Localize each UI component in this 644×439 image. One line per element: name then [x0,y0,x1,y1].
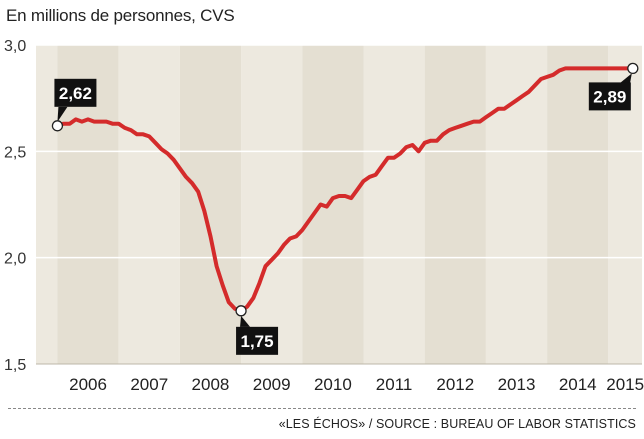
x-tick-label: 2007 [130,375,168,394]
data-point-marker [627,62,639,75]
source-note: «LES ÉCHOS» / SOURCE : BUREAU OF LABOR S… [278,417,636,431]
year-band [36,45,58,364]
year-band [241,45,303,364]
x-tick-label: 2012 [436,375,474,394]
x-tick-label: 2011 [376,375,413,394]
series-layer [55,66,635,313]
data-point-marker [51,120,64,132]
year-band [302,45,364,364]
callout-box [236,326,279,355]
year-band [179,45,242,364]
y-tick-label: 1,5 [4,357,26,374]
data-label: 2,89 [593,87,626,106]
x-tick-label: 2015 [606,375,644,394]
data-label: 2,62 [59,84,92,103]
callout-box [588,82,631,111]
x-tick-label: 2009 [253,375,291,394]
callout-pointer [57,106,68,122]
line-chart: 1,5 2,0 2,5 3,0 2006 2007 2008 2009 2010 2011 201… [4,38,644,394]
y-tick-label: 3,0 [4,38,26,55]
y-tick-label: 2,0 [4,251,26,268]
value-callouts: 2,62 1,75 2,89 [51,62,639,355]
x-tick-label: 2008 [192,375,230,394]
callout-pointer [240,315,251,327]
footer-divider [8,408,636,409]
x-tick-label: 2013 [498,375,536,394]
data-point-marker [235,305,247,317]
callout-box [54,78,97,107]
year-bands [36,45,642,364]
year-band [118,45,180,364]
year-band [485,45,548,364]
series-line [55,66,635,313]
y-axis-ticks: 1,5 2,0 2,5 3,0 [4,38,26,374]
x-tick-label: 2006 [69,375,107,394]
x-axis-ticks: 2006 2007 2008 2009 2010 2011 2012 2013 2014 2015 [69,375,644,394]
callout-pointer [620,73,632,85]
x-tick-label: 2010 [314,375,352,394]
x-tick-label: 2014 [559,375,597,394]
gridlines [36,44,642,365]
data-label: 1,75 [241,332,274,351]
chart-unit-label: En millions de personnes, CVS [6,6,235,25]
year-band [424,45,486,364]
year-band [363,45,425,364]
y-tick-label: 2,5 [4,144,26,161]
